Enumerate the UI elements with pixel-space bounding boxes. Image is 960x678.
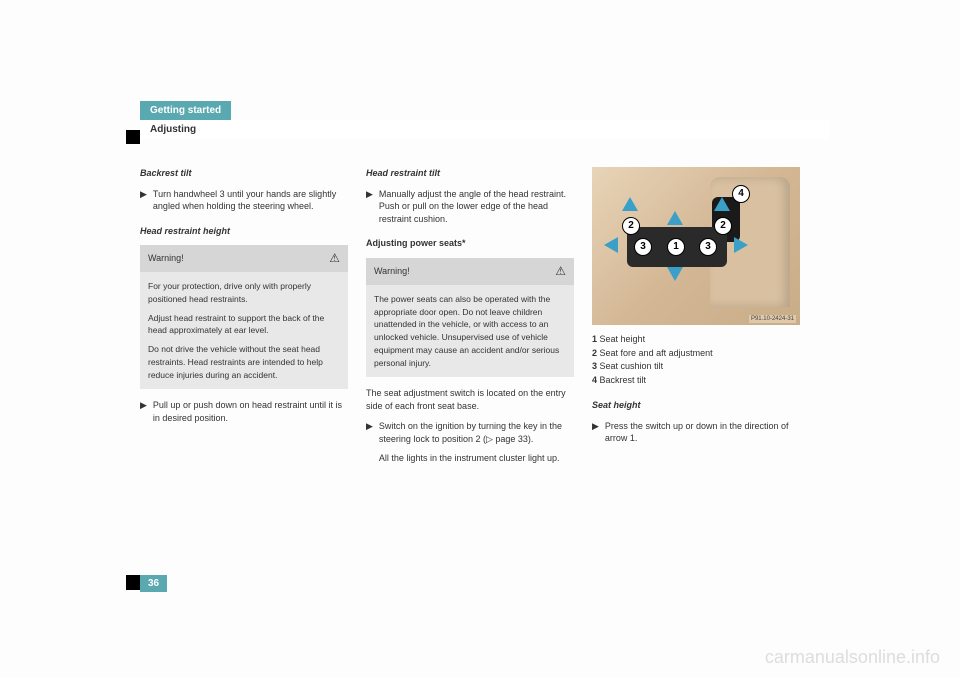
warning-box: Warning! ⚠ For your protection, drive on… [140, 245, 348, 389]
column-1: Backrest tilt ▶ Turn handwheel 3 until y… [140, 167, 348, 474]
direction-arrow-icon [604, 237, 618, 253]
legend-text: Seat fore and aft adjustment [600, 348, 713, 358]
direction-arrow-icon [622, 197, 638, 211]
instruction-text: Turn handwheel 3 until your hands are sl… [153, 188, 348, 213]
bullet-icon: ▶ [140, 188, 147, 213]
instruction-item: ▶ Press the switch up or down in the dir… [592, 420, 800, 445]
warning-text: For your protection, drive only with pro… [148, 280, 340, 306]
warning-title: Warning! [148, 252, 184, 265]
warning-body: For your protection, drive only with pro… [140, 272, 348, 389]
legend-text: Seat height [600, 334, 646, 344]
section-subhead: Adjusting [140, 120, 830, 139]
column-2: Head restraint tilt ▶ Manually adjust th… [366, 167, 574, 474]
manual-page: Getting started Adjusting Backrest tilt … [140, 100, 830, 474]
callout-label-4: 4 [732, 185, 750, 203]
legend-num: 4 [592, 375, 597, 385]
callout-label-2: 2 [714, 217, 732, 235]
warning-body: The power seats can also be operated wit… [366, 285, 574, 378]
legend-item: 2 Seat fore and aft adjustment [592, 347, 800, 361]
legend-text: Backrest tilt [600, 375, 647, 385]
instruction-text: Switch on the ignition by turning the ke… [379, 421, 562, 444]
instruction-item: ▶ Manually adjust the angle of the head … [366, 188, 574, 226]
warning-text: Do not drive the vehicle without the sea… [148, 343, 340, 381]
content-columns: Backrest tilt ▶ Turn handwheel 3 until y… [140, 167, 830, 474]
direction-arrow-icon [667, 267, 683, 281]
bullet-icon: ▶ [366, 420, 373, 464]
backrest-tilt-heading: Backrest tilt [140, 167, 348, 180]
legend-item: 1 Seat height [592, 333, 800, 347]
seat-height-heading: Seat height [592, 399, 800, 412]
instruction-item: ▶ Switch on the ignition by turning the … [366, 420, 574, 464]
legend-num: 2 [592, 348, 597, 358]
instruction-item: ▶ Pull up or push down on head restraint… [140, 399, 348, 424]
instruction-text: Press the switch up or down in the direc… [605, 420, 800, 445]
direction-arrow-icon [714, 197, 730, 211]
body-text: The seat adjustment switch is located on… [366, 387, 574, 412]
warning-header: Warning! ⚠ [140, 245, 348, 272]
direction-arrow-icon [667, 211, 683, 225]
thumb-index-marker-bottom [126, 575, 140, 590]
adjusting-power-seats-heading: Adjusting power seats* [366, 237, 574, 250]
watermark: carmanualsonline.info [765, 647, 940, 668]
seat-control-diagram: 1 2 2 3 3 4 P91.10-2424-31 [592, 167, 800, 325]
section-tab: Getting started [140, 101, 231, 120]
warning-box: Warning! ⚠ The power seats can also be o… [366, 258, 574, 377]
callout-label-2: 2 [622, 217, 640, 235]
bullet-icon: ▶ [140, 399, 147, 424]
direction-arrow-icon [734, 237, 748, 253]
diagram-legend: 1 Seat height 2 Seat fore and aft adjust… [592, 333, 800, 387]
callout-label-3: 3 [699, 238, 717, 256]
head-restraint-height-heading: Head restraint height [140, 225, 348, 238]
warning-text: Adjust head restraint to support the bac… [148, 312, 340, 338]
bullet-icon: ▶ [592, 420, 599, 445]
head-restraint-tilt-heading: Head restraint tilt [366, 167, 574, 180]
warning-text: The power seats can also be operated wit… [374, 293, 566, 370]
instruction-text: Manually adjust the angle of the head re… [379, 188, 574, 226]
instruction-block: Switch on the ignition by turning the ke… [379, 420, 574, 464]
callout-label-1: 1 [667, 238, 685, 256]
image-code: P91.10-2424-31 [749, 315, 796, 323]
column-3: 1 2 2 3 3 4 P91.10-2424-31 1 Seat height… [592, 167, 800, 474]
page-number: 36 [140, 575, 167, 592]
legend-num: 1 [592, 334, 597, 344]
instruction-item: ▶ Turn handwheel 3 until your hands are … [140, 188, 348, 213]
warning-title: Warning! [374, 265, 410, 278]
warning-header: Warning! ⚠ [366, 258, 574, 285]
thumb-index-marker-top [126, 130, 140, 144]
bullet-icon: ▶ [366, 188, 373, 226]
legend-item: 3 Seat cushion tilt [592, 360, 800, 374]
instruction-subtext: All the lights in the instrument cluster… [379, 452, 574, 465]
instruction-text: Pull up or push down on head restraint u… [153, 399, 348, 424]
legend-text: Seat cushion tilt [600, 361, 664, 371]
warning-triangle-icon: ⚠ [329, 250, 340, 267]
legend-item: 4 Backrest tilt [592, 374, 800, 388]
callout-label-3: 3 [634, 238, 652, 256]
legend-num: 3 [592, 361, 597, 371]
warning-triangle-icon: ⚠ [555, 263, 566, 280]
